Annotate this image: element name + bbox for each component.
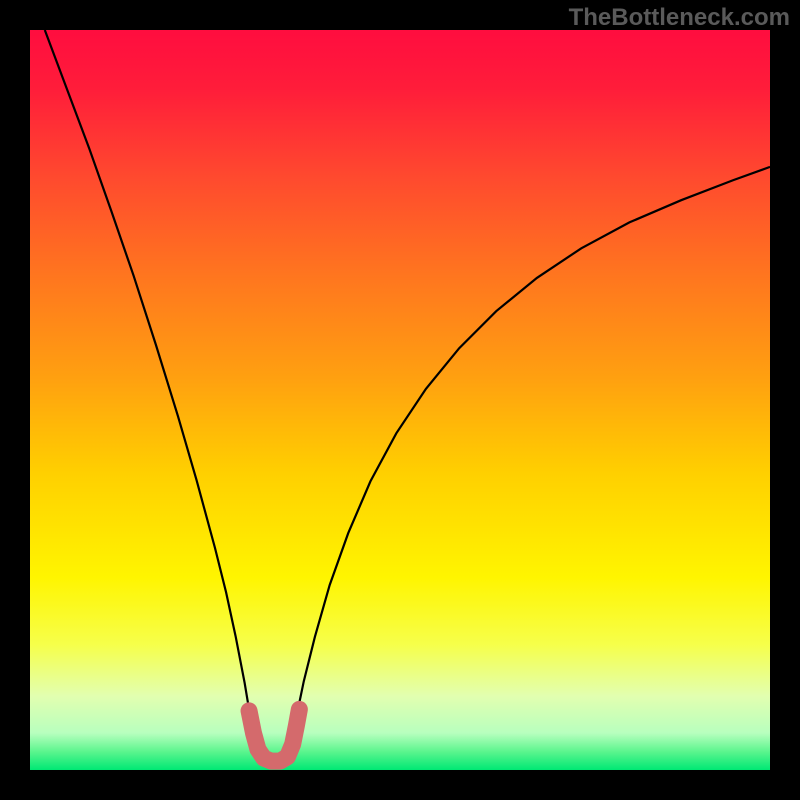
bottleneck-chart bbox=[0, 0, 800, 800]
watermark-text: TheBottleneck.com bbox=[569, 4, 790, 32]
chart-frame: TheBottleneck.com bbox=[0, 0, 800, 800]
gradient-background bbox=[30, 30, 770, 770]
